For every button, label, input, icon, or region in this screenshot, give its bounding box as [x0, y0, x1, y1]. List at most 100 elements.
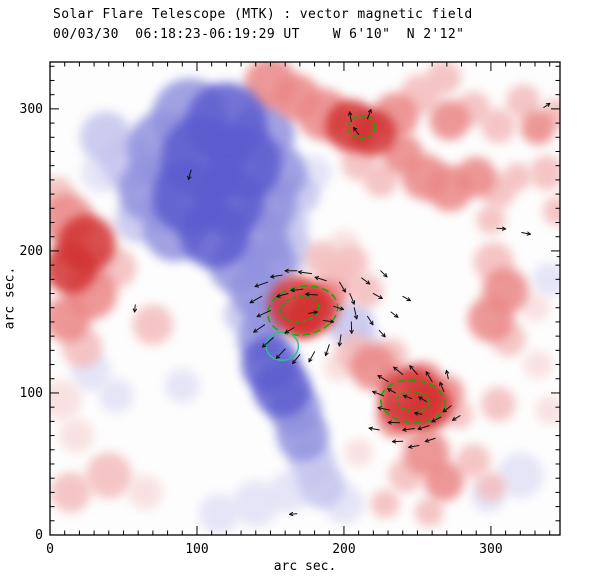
vector-arrowhead [254, 283, 258, 288]
vector-arrowhead [431, 418, 435, 423]
vector-arrowhead [393, 316, 399, 318]
field-vector [393, 366, 404, 375]
vector-arrowhead [353, 315, 358, 320]
field-vector [543, 102, 551, 108]
field-vector [338, 334, 342, 347]
field-vector [298, 271, 313, 275]
field-vector [521, 231, 531, 235]
field-vector [253, 324, 266, 333]
field-vector [254, 281, 269, 288]
vector-arrowhead [329, 321, 335, 324]
vector-arrowhead [298, 270, 303, 273]
field-vector [431, 416, 442, 423]
vector-arrowhead [368, 426, 373, 429]
field-vector [377, 407, 391, 411]
vector-arrowhead [351, 301, 355, 305]
vector-arrowhead [314, 311, 318, 315]
field-vector [349, 293, 355, 305]
field-vector [452, 415, 461, 421]
vector-arrowhead [417, 426, 421, 430]
vector-arrowhead [284, 329, 288, 334]
vector-arrowhead [353, 126, 358, 130]
field-vector [276, 293, 289, 298]
field-vector [390, 311, 399, 318]
field-vector [349, 111, 352, 123]
vector-arrowhead [547, 102, 551, 107]
field-vector [378, 329, 386, 338]
field-vector [261, 337, 274, 348]
field-vector [496, 227, 507, 230]
field-contour [267, 285, 339, 336]
vector-arrowhead [387, 420, 392, 423]
vector-arrowhead [365, 282, 371, 285]
vector-arrowhead [253, 328, 256, 333]
vector-arrowhead [414, 411, 419, 414]
field-map-layer [50, 62, 564, 535]
y-axis-label: arc sec. [2, 266, 18, 330]
vector-arrowhead [289, 511, 294, 515]
vector-arrowhead [270, 274, 274, 278]
y-tick-label: 100 [20, 386, 43, 401]
vector-arrowhead [349, 329, 353, 334]
vector-arrowhead [526, 233, 531, 236]
vector-arrowhead [393, 366, 398, 369]
field-contour [347, 115, 376, 140]
vector-arrowhead [324, 351, 327, 356]
vector-arrowhead [408, 444, 413, 448]
field-vector [445, 369, 449, 380]
field-vector [368, 427, 380, 431]
vector-arrowhead [276, 293, 280, 298]
field-vector [424, 437, 436, 442]
vector-arrowhead [349, 111, 353, 116]
vector-arrowhead [284, 268, 289, 272]
vector-arrowhead [561, 257, 564, 259]
field-vector [292, 354, 301, 365]
field-vector [366, 315, 374, 326]
field-vector [414, 412, 423, 415]
vector-arrowhead [501, 228, 507, 231]
field-vector [402, 427, 415, 431]
vector-arrowhead [314, 276, 320, 278]
field-vector [325, 344, 330, 356]
contours-layer [265, 115, 446, 424]
vector-arrowhead [290, 288, 295, 291]
plot-title: Solar Flare Telescope (MTK) : vector mag… [53, 7, 473, 22]
x-tick-label: 200 [332, 542, 355, 557]
field-contour [280, 295, 320, 323]
vector-arrowhead [383, 275, 388, 278]
field-vector [418, 396, 427, 402]
x-tick-label: 300 [479, 542, 502, 557]
field-vector [439, 381, 445, 393]
x-tick-label: 100 [185, 542, 208, 557]
vector-arrowhead [452, 416, 455, 421]
field-vector [249, 295, 263, 304]
vector-arrowhead [275, 354, 278, 359]
vector-arrowhead [445, 369, 450, 374]
field-vector [289, 513, 298, 515]
field-vector [333, 305, 344, 310]
field-vector [308, 311, 318, 314]
field-vector [409, 365, 418, 375]
field-vector [270, 274, 283, 278]
field-vector [308, 351, 316, 363]
field-vector [275, 348, 286, 359]
axes-layer: 0 100 200 300 0 100 200 300 [20, 61, 561, 557]
field-vector [417, 425, 430, 430]
field-vector [361, 277, 371, 285]
field-vector [408, 445, 420, 448]
vector-arrowhead [292, 359, 294, 365]
field-vector [387, 388, 396, 394]
field-vector [353, 307, 358, 320]
vector-arrowhead [391, 439, 397, 443]
x-axis-label: arc sec. [273, 559, 337, 574]
y-tick-label: 0 [35, 528, 43, 543]
field-vector [256, 310, 271, 318]
field-vector [305, 293, 318, 296]
vector-arrowhead [341, 289, 346, 293]
vector-arrowhead [369, 322, 374, 326]
field-contour [380, 379, 446, 424]
vector-arrowhead [424, 438, 429, 442]
field-vector [442, 405, 452, 413]
